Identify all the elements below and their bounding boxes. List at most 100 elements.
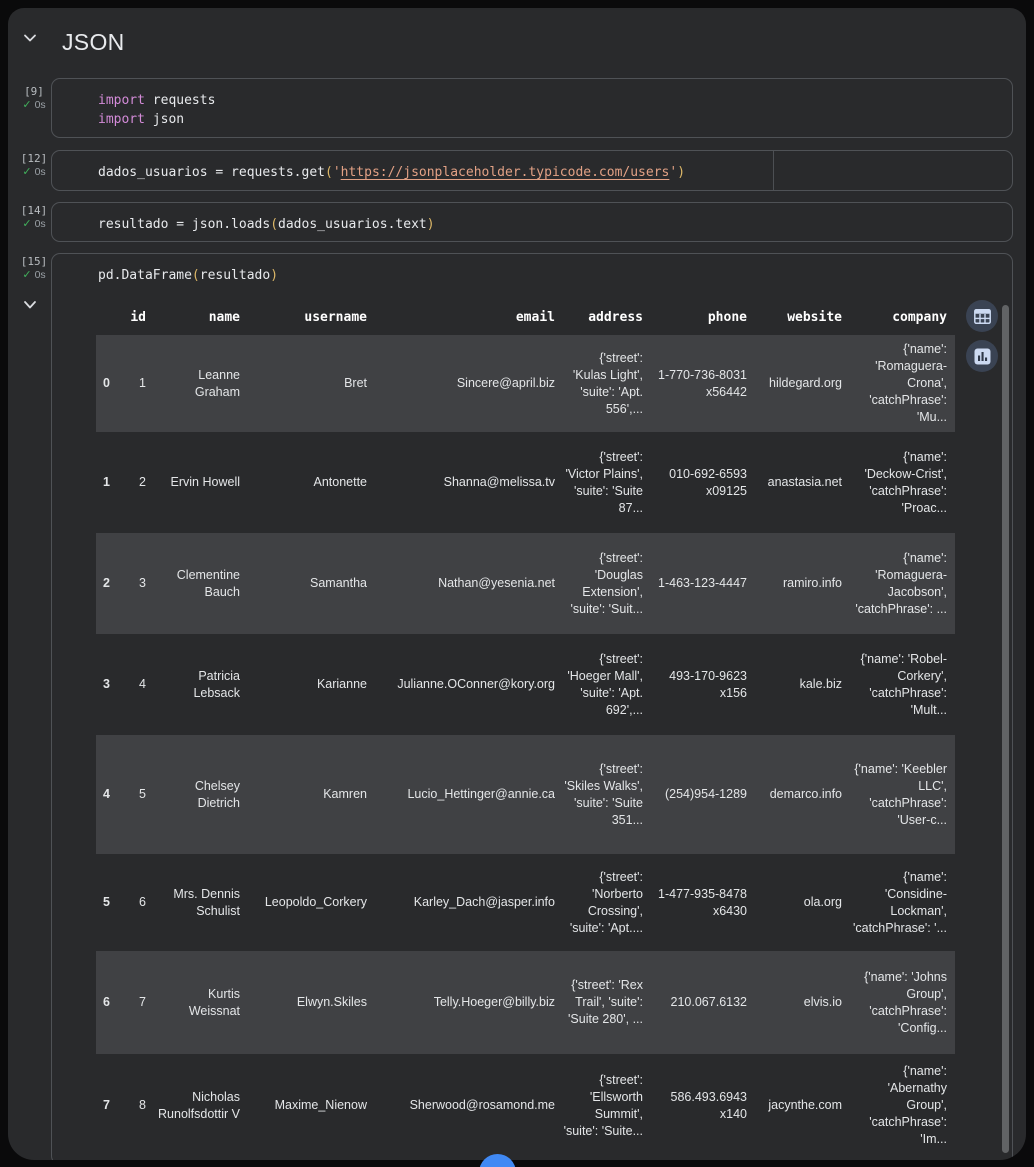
- cell-website: demarco.info: [769, 787, 842, 801]
- interactive-table-button[interactable]: [966, 300, 998, 332]
- table-row: 1 2 Ervin Howell Antonette Shanna@melissa.tv…: [96, 432, 955, 533]
- cell-name: Clementine Bauch: [176, 567, 240, 599]
- cell-company: {'name': 'Robel-Corkery', 'catchPhrase':…: [860, 651, 947, 717]
- cell-username: Karianne: [316, 677, 367, 691]
- execution-indicator[interactable]: [15] ✓ 0s: [12, 255, 56, 282]
- cell-name: Mrs. Dennis Schulist: [173, 886, 240, 918]
- code-cell: dados_usuarios = requests.get('https://j…: [51, 150, 1013, 191]
- execution-indicator[interactable]: [9] ✓ 0s: [12, 85, 56, 112]
- execution-count: [12]: [20, 152, 48, 165]
- code-line: import requests: [98, 91, 1012, 110]
- cell-email: Telly.Hoeger@billy.biz: [433, 995, 555, 1009]
- success-check-icon: ✓: [22, 99, 32, 111]
- table-row: 2 3 Clementine Bauch Samantha Nathan@yesenia…: [96, 533, 955, 634]
- cell-company: {'name': 'Romaguera-Crona', 'catchPhrase…: [869, 342, 947, 424]
- cell-name: Ervin Howell: [170, 475, 240, 489]
- cell-website: anastasia.net: [767, 475, 842, 489]
- code-cell: pd.DataFrame(resultado): [51, 253, 1013, 1160]
- code-token: (: [324, 165, 333, 180]
- cell-username: Maxime_Nienow: [274, 1098, 367, 1112]
- cell-website: hildegard.org: [769, 376, 842, 390]
- bar-chart-icon: [974, 348, 990, 364]
- table-row: 3 4 Patricia Lebsack Karianne Julianne.OConn…: [96, 634, 955, 735]
- code-url-link[interactable]: https://jsonplaceholder.typicode.com/use…: [340, 165, 670, 180]
- dataframe-output: id name username email address phone website co…: [96, 300, 956, 1157]
- code-token: json: [144, 112, 185, 127]
- cell-phone: 1-770-736-8031 x56442: [658, 367, 747, 399]
- code-editor[interactable]: resultado = json.loads(dados_usuarios.te…: [52, 203, 1012, 234]
- cell-id: 8: [139, 1098, 146, 1112]
- table-row: 7 8 Nicholas Runolfsdottir V Maxime_Nienow S…: [96, 1054, 955, 1157]
- cell-id: 6: [139, 895, 146, 909]
- execution-indicator[interactable]: [12] ✓ 0s: [12, 152, 56, 179]
- cell-phone: (254)954-1289: [664, 787, 747, 801]
- cell-address: {'street': 'Kulas Light', 'suite': 'Apt.…: [572, 350, 643, 416]
- cell-id: 5: [139, 787, 146, 801]
- table-row: 5 6 Mrs. Dennis Schulist Leopoldo_Corkery Ka…: [96, 854, 955, 951]
- execution-time: 0s: [34, 166, 46, 178]
- cell-name: Nicholas Runolfsdottir V: [158, 1089, 240, 1121]
- column-header-website: website: [787, 310, 842, 325]
- code-editor[interactable]: dados_usuarios = requests.get('https://j…: [52, 151, 1012, 182]
- output-collapse-chevron-icon[interactable]: [21, 298, 39, 312]
- code-token: requests: [144, 93, 216, 108]
- table-row: 0 1 Leanne Graham Bret Sincere@april.biz {'st…: [96, 335, 955, 432]
- row-index: 3: [103, 677, 110, 691]
- code-token: dados_usuarios.text: [278, 217, 427, 232]
- cell-id: 4: [139, 677, 146, 691]
- cell-phone: 010-692-6593 x09125: [669, 466, 747, 498]
- cell-email: Karley_Dach@jasper.info: [413, 895, 555, 909]
- code-token: dados_usuarios = requests.get: [98, 165, 325, 180]
- cell-name: Kurtis Weissnat: [188, 986, 240, 1018]
- execution-time: 0s: [34, 218, 46, 230]
- code-editor[interactable]: pd.DataFrame(resultado): [52, 254, 1012, 285]
- code-line: resultado = json.loads(dados_usuarios.te…: [98, 215, 1012, 234]
- row-index: 7: [103, 1098, 110, 1112]
- row-index: 1: [103, 475, 110, 489]
- column-header-email: email: [515, 310, 555, 325]
- suggest-charts-button[interactable]: [966, 340, 998, 372]
- column-header-address: address: [588, 310, 643, 325]
- code-line: pd.DataFrame(resultado): [98, 266, 1012, 285]
- cell-company: {'name': 'Keebler LLC', 'catchPhrase': '…: [854, 761, 947, 827]
- row-index: 2: [103, 576, 110, 590]
- cell-phone: 1-477-935-8478 x6430: [658, 886, 747, 918]
- cell-email: Lucio_Hettinger@annie.ca: [407, 787, 555, 801]
- cell-id: 7: [139, 995, 146, 1009]
- cell-email: Sincere@april.biz: [456, 376, 555, 390]
- section-title: JSON: [62, 29, 125, 55]
- section-collapse-chevron-icon[interactable]: [22, 30, 38, 46]
- row-index: 5: [103, 895, 110, 909]
- row-index: 6: [103, 995, 110, 1009]
- cell-id: 3: [139, 576, 146, 590]
- execution-indicator[interactable]: [14] ✓ 0s: [12, 204, 56, 231]
- dataframe-header-row: id name username email address phone website co…: [96, 300, 955, 335]
- cell-username: Bret: [344, 376, 367, 390]
- success-check-icon: ✓: [22, 218, 32, 230]
- code-editor[interactable]: import requests import json: [52, 79, 1012, 129]
- index-column-header: [96, 300, 122, 335]
- execution-time: 0s: [34, 269, 46, 281]
- column-header-company: company: [892, 310, 947, 325]
- code-token: (: [191, 268, 200, 283]
- code-cell: resultado = json.loads(dados_usuarios.te…: [51, 202, 1013, 242]
- cell-phone: 586.493.6943 x140: [670, 1089, 747, 1121]
- code-token: ): [426, 217, 435, 232]
- cell-company: {'name': 'Considine-Lockman', 'catchPhra…: [852, 869, 947, 935]
- output-scrollbar[interactable]: [1002, 305, 1009, 1153]
- cell-company: {'name': 'Deckow-Crist', 'catchPhrase': …: [864, 449, 947, 515]
- scroll-fab-button[interactable]: [479, 1154, 516, 1167]
- cell-website: ola.org: [803, 895, 842, 909]
- execution-status: ✓ 0s: [12, 98, 56, 112]
- code-cell: import requests import json: [51, 78, 1013, 138]
- execution-status: ✓ 0s: [12, 217, 56, 231]
- execution-count: [15]: [20, 255, 48, 268]
- cell-address: {'street': 'Hoeger Mall', 'suite': 'Apt.…: [567, 651, 643, 717]
- execution-time: 0s: [34, 99, 46, 111]
- cell-phone: 1-463-123-4447: [658, 576, 747, 590]
- row-index: 0: [103, 376, 110, 390]
- cell-address: {'street': 'Douglas Extension', 'suite':…: [570, 550, 643, 616]
- cell-email: Shanna@melissa.tv: [443, 475, 555, 489]
- cell-name: Leanne Graham: [194, 367, 240, 399]
- column-header-id: id: [130, 310, 146, 325]
